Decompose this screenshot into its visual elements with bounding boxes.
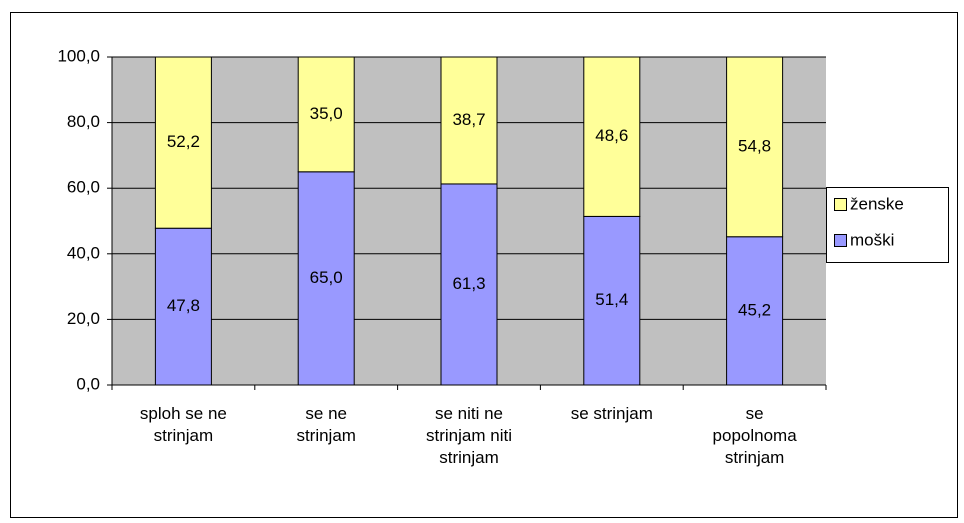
x-tick-label: se niti ne strinjam niti strinjam bbox=[426, 404, 512, 467]
legend-swatch bbox=[834, 234, 847, 247]
bar-segment bbox=[726, 56, 784, 238]
bar-segment bbox=[297, 56, 355, 173]
value-label: 51,4 bbox=[595, 290, 628, 309]
bar-segment bbox=[440, 183, 498, 386]
value-label: 35,0 bbox=[310, 104, 343, 123]
y-tick-label: 40,0 bbox=[67, 243, 100, 262]
bar-segment bbox=[583, 215, 641, 386]
x-tick-label-line: strinjam bbox=[154, 426, 214, 445]
legend-label: moški bbox=[850, 230, 894, 249]
x-tick-label-line: strinjam bbox=[439, 448, 499, 467]
y-tick-label: 0,0 bbox=[76, 374, 100, 393]
x-tick-label-line: sploh se ne bbox=[140, 404, 227, 423]
x-tick-label: se strinjam bbox=[571, 404, 653, 423]
legend-swatch bbox=[834, 198, 847, 211]
value-label: 48,6 bbox=[595, 126, 628, 145]
x-tick-label-line: strinjam bbox=[725, 448, 785, 467]
y-tick-label: 60,0 bbox=[67, 178, 100, 197]
bar-segment bbox=[583, 56, 641, 217]
bar-segment bbox=[154, 227, 212, 386]
x-tick-label-line: se bbox=[746, 404, 764, 423]
y-tick-label: 20,0 bbox=[67, 309, 100, 328]
value-label: 65,0 bbox=[310, 268, 343, 287]
x-tick-label-line: se niti ne bbox=[435, 404, 503, 423]
bar-segment bbox=[154, 56, 212, 229]
value-label: 52,2 bbox=[167, 132, 200, 151]
value-label: 54,8 bbox=[738, 136, 771, 155]
value-label: 47,8 bbox=[167, 296, 200, 315]
x-tick-label-line: se strinjam bbox=[571, 404, 653, 423]
x-tick-label-line: strinjam niti bbox=[426, 426, 512, 445]
y-tick-label: 100,0 bbox=[57, 46, 100, 65]
x-tick-label-line: strinjam bbox=[296, 426, 356, 445]
bar-segment bbox=[297, 171, 355, 386]
legend-label: ženske bbox=[850, 194, 904, 213]
x-tick-label: se popolnoma strinjam bbox=[713, 404, 798, 467]
x-tick-label: se ne strinjam bbox=[296, 404, 356, 445]
value-label: 45,2 bbox=[738, 300, 771, 319]
x-tick-label: sploh se ne strinjam bbox=[140, 404, 227, 445]
y-tick-label: 80,0 bbox=[67, 112, 100, 131]
bar-segment bbox=[440, 56, 498, 185]
value-label: 38,7 bbox=[452, 110, 485, 129]
x-tick-label-line: popolnoma bbox=[713, 426, 798, 445]
value-label: 61,3 bbox=[452, 274, 485, 293]
bar-segment bbox=[726, 236, 784, 386]
x-tick-label-line: se ne bbox=[305, 404, 347, 423]
